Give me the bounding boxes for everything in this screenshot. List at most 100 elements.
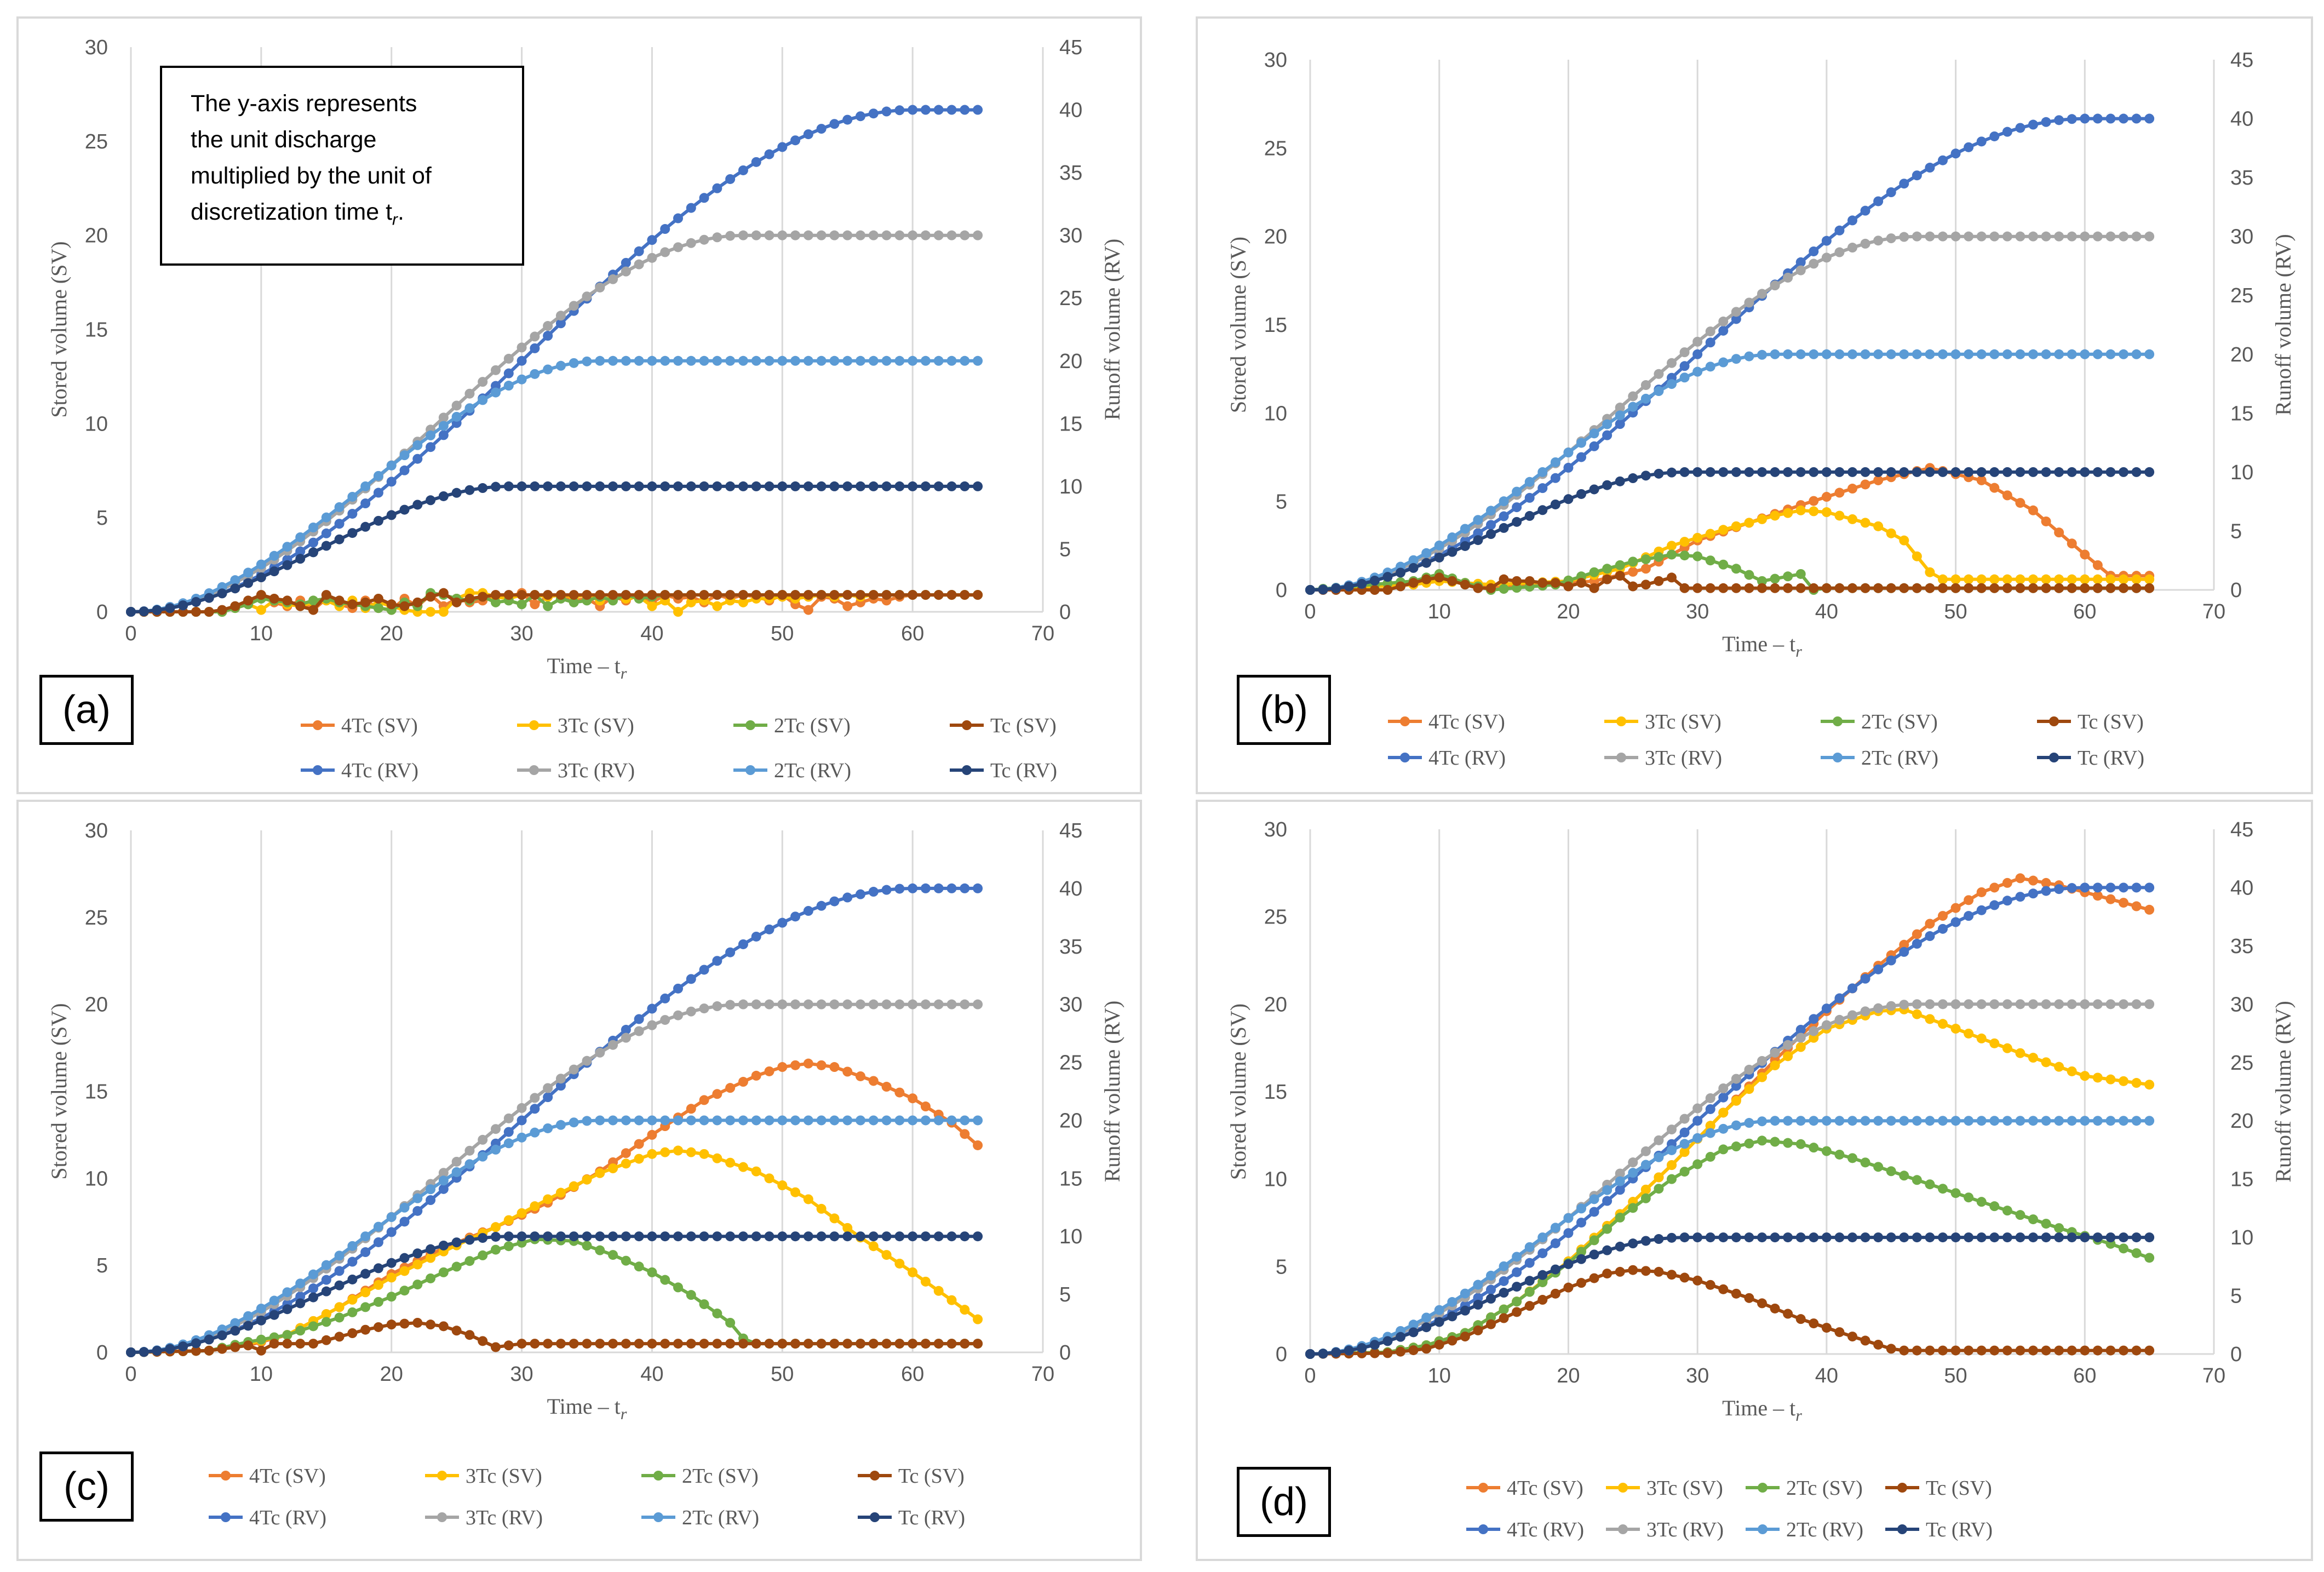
data-point — [1679, 1272, 1690, 1283]
data-point — [660, 247, 670, 257]
data-point — [1950, 574, 1961, 584]
data-point — [1795, 349, 1806, 359]
data-point — [751, 157, 761, 167]
data-point — [1744, 467, 1754, 477]
data-point — [621, 1115, 631, 1126]
legend-entry: 3Tc (SV) — [1604, 710, 1722, 733]
y2-tick-label: 40 — [1059, 99, 1082, 122]
data-point — [1460, 524, 1470, 534]
data-point — [1834, 225, 1845, 236]
data-point — [1667, 1174, 1677, 1184]
data-point — [426, 1273, 436, 1283]
data-point — [517, 1339, 527, 1349]
data-point — [894, 999, 905, 1009]
note-line-4-sub: r — [392, 210, 398, 229]
data-point — [1925, 467, 1935, 477]
y-axis-label: Stored volume (SV) — [47, 1003, 71, 1179]
data-point — [373, 1237, 383, 1247]
data-point — [1795, 1024, 1806, 1035]
data-point — [464, 388, 475, 399]
data-point — [530, 331, 540, 342]
data-point — [1989, 1116, 2000, 1126]
data-point — [1589, 1273, 1599, 1283]
data-point — [908, 590, 918, 600]
legend-label: 4Tc (RV) — [1507, 1518, 1584, 1541]
data-point — [1886, 955, 1896, 966]
data-point — [412, 440, 423, 450]
legend-swatch-marker — [1616, 716, 1626, 726]
data-point — [2054, 1345, 2064, 1356]
data-point — [2002, 127, 2012, 137]
data-point — [1369, 576, 1380, 586]
data-point — [1550, 499, 1560, 509]
data-point — [647, 1267, 657, 1277]
x-tick-label: 20 — [380, 1363, 403, 1386]
data-point — [725, 355, 736, 366]
data-point — [1809, 583, 1819, 593]
data-point — [920, 1276, 931, 1287]
data-point — [503, 1215, 514, 1225]
y-axis-label: Stored volume (SV) — [1226, 237, 1250, 413]
data-point — [1873, 1116, 1884, 1126]
data-point — [1744, 1118, 1754, 1128]
data-point — [503, 1231, 514, 1242]
data-point — [2041, 999, 2051, 1009]
legend-entry: 4Tc (RV) — [1388, 747, 1506, 770]
data-point — [686, 590, 696, 600]
data-point — [1938, 923, 1948, 934]
data-point — [764, 1066, 774, 1076]
data-point — [1369, 1340, 1380, 1350]
data-point — [230, 575, 240, 586]
data-point — [1421, 1322, 1432, 1333]
data-point — [530, 369, 540, 379]
data-point — [1899, 1232, 1909, 1243]
data-point — [960, 105, 970, 115]
data-point — [712, 355, 722, 366]
data-point — [1382, 585, 1393, 595]
data-point — [816, 1203, 827, 1214]
data-point — [894, 105, 905, 116]
y2-tick-label: 25 — [1059, 287, 1082, 310]
data-point — [451, 1261, 462, 1272]
data-point — [621, 1231, 631, 1242]
data-point — [2041, 467, 2051, 477]
data-point — [1989, 583, 2000, 593]
data-point — [191, 1346, 201, 1356]
data-point — [1770, 349, 1780, 359]
data-point — [2144, 882, 2155, 893]
data-point — [712, 183, 722, 193]
data-point — [699, 1003, 709, 1014]
data-point — [543, 331, 553, 341]
data-point — [842, 114, 853, 125]
data-point — [1964, 574, 1974, 584]
data-point — [2054, 349, 2064, 359]
data-point — [1860, 349, 1870, 359]
x-tick-label: 60 — [2073, 1364, 2096, 1387]
data-point — [829, 1213, 840, 1224]
data-point — [1976, 1345, 1987, 1356]
data-point — [1705, 529, 1715, 539]
data-point — [1757, 289, 1767, 299]
data-point — [1783, 1040, 1793, 1050]
data-point — [660, 1147, 670, 1157]
data-point — [816, 355, 827, 366]
data-point — [1795, 505, 1806, 515]
x-tick-label: 40 — [1815, 1364, 1838, 1387]
y2-tick-label: 20 — [2230, 1110, 2253, 1133]
data-point — [1925, 1014, 1935, 1024]
data-point — [2015, 892, 2025, 902]
data-point — [738, 1115, 748, 1126]
data-point — [1847, 1116, 1857, 1126]
data-point — [1512, 1267, 1522, 1277]
data-point — [1628, 1238, 1638, 1249]
data-point — [1950, 1188, 1961, 1198]
legend-swatch-marker — [1616, 753, 1626, 762]
data-point — [438, 1321, 449, 1332]
data-point — [1447, 1311, 1457, 1322]
data-point — [595, 355, 605, 366]
y2-tick-label: 25 — [2230, 284, 2253, 307]
data-point — [1860, 518, 1870, 528]
data-point — [1602, 574, 1613, 584]
data-point — [725, 590, 736, 600]
series-tc-sv — [1305, 571, 2155, 595]
